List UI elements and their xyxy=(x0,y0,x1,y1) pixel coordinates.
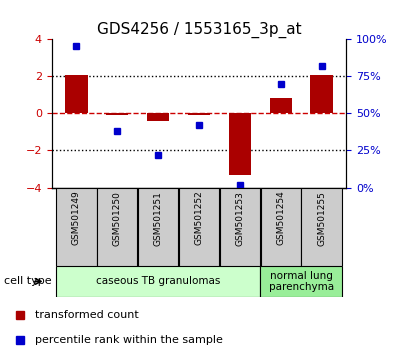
Text: GSM501254: GSM501254 xyxy=(276,191,285,245)
FancyBboxPatch shape xyxy=(220,188,260,266)
Bar xyxy=(310,75,333,113)
FancyBboxPatch shape xyxy=(138,188,178,266)
Text: caseous TB granulomas: caseous TB granulomas xyxy=(96,276,220,286)
FancyBboxPatch shape xyxy=(301,188,342,266)
Bar xyxy=(188,113,210,115)
FancyBboxPatch shape xyxy=(56,266,260,297)
Text: GSM501251: GSM501251 xyxy=(154,191,163,246)
Bar xyxy=(147,113,169,121)
Text: cell type: cell type xyxy=(4,276,52,286)
Text: GSM501249: GSM501249 xyxy=(72,191,81,245)
Bar xyxy=(269,98,292,113)
FancyBboxPatch shape xyxy=(261,188,301,266)
Text: GSM501250: GSM501250 xyxy=(113,191,122,246)
FancyBboxPatch shape xyxy=(97,188,137,266)
Bar xyxy=(65,75,88,113)
FancyBboxPatch shape xyxy=(260,266,342,297)
FancyBboxPatch shape xyxy=(56,188,97,266)
Text: GSM501255: GSM501255 xyxy=(317,191,326,246)
Text: transformed count: transformed count xyxy=(35,309,139,320)
Bar xyxy=(106,113,129,115)
Text: normal lung
parenchyma: normal lung parenchyma xyxy=(269,270,334,292)
Text: percentile rank within the sample: percentile rank within the sample xyxy=(35,335,223,346)
Title: GDS4256 / 1553165_3p_at: GDS4256 / 1553165_3p_at xyxy=(97,21,301,38)
Text: GSM501253: GSM501253 xyxy=(235,191,244,246)
Bar xyxy=(229,113,251,175)
Text: GSM501252: GSM501252 xyxy=(195,191,203,245)
FancyBboxPatch shape xyxy=(179,188,219,266)
